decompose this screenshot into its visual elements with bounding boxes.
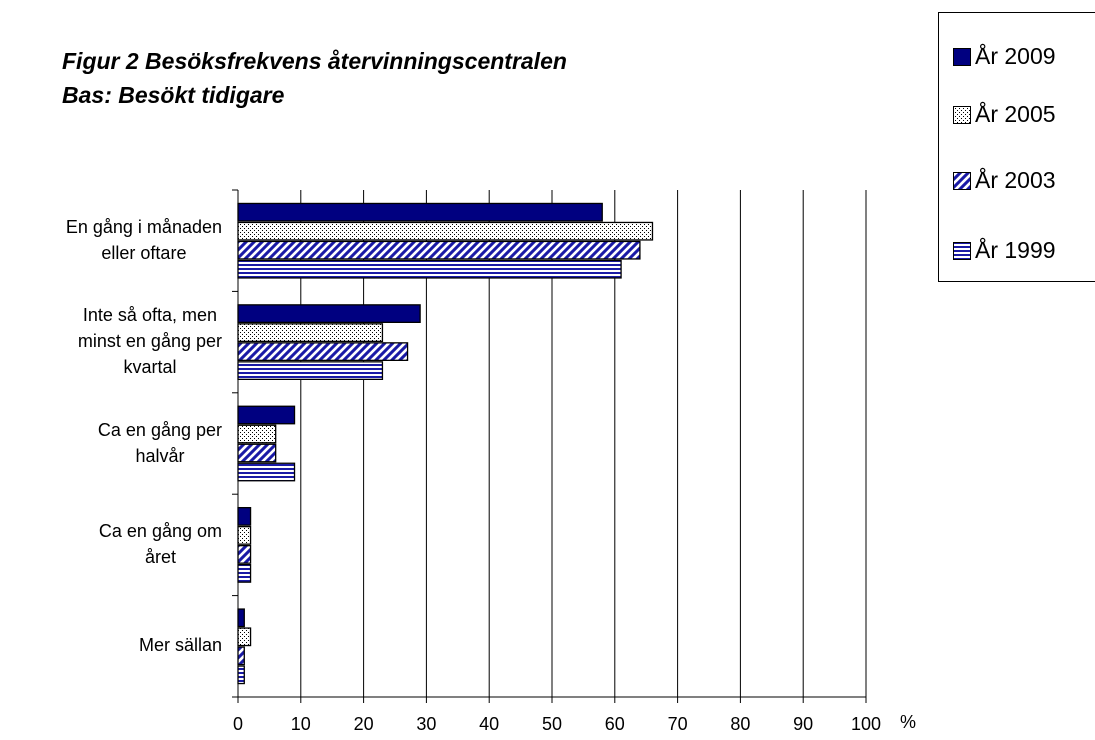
legend-item-2003: År 2003: [953, 167, 1056, 194]
category-label: Ca en gång om året: [99, 518, 222, 570]
legend-label-1999: År 1999: [975, 237, 1056, 263]
legend-item-2009: År 2009: [953, 43, 1056, 70]
legend-swatch-2009: [953, 47, 971, 66]
category-label: Ca en gång per halvår: [98, 417, 222, 469]
bar-år-1999-2: [237, 462, 296, 482]
category-label-line: året: [144, 546, 176, 567]
bar-år-1999-4: [237, 665, 245, 685]
x-tick-label: 50: [542, 714, 562, 734]
x-tick-label: 60: [605, 714, 625, 734]
bar-år-1999-1: [237, 361, 384, 381]
bar-år-2003-2: [237, 443, 277, 463]
bar-år-1999-3: [237, 564, 252, 583]
legend: År 2009 År 2005 År 2003 År 1999: [938, 12, 1095, 282]
legend-item-1999: År 1999: [953, 237, 1056, 264]
category-label-line: kvartal: [123, 357, 177, 378]
category-label-line: eller oftare: [101, 242, 187, 263]
bar-år-2009-4: [237, 608, 245, 628]
category-label-line: Ca en gång om: [98, 520, 222, 541]
legend-label-2005: År 2005: [975, 101, 1056, 127]
x-tick-labels: 0 10 20 30 40 50 60 70 80 90 100: [233, 714, 881, 734]
x-tick-label: 40: [479, 714, 499, 734]
category-label: Mer sällan: [139, 632, 222, 658]
bar-år-2005-0: [237, 221, 654, 241]
x-tick-label: 20: [354, 714, 374, 734]
bar-år-2009-2: [237, 405, 296, 425]
bar-år-2003-3: [237, 545, 252, 564]
x-tick-label: 80: [730, 714, 750, 734]
bar-år-2009-0: [237, 202, 603, 222]
legend-label-2003: År 2003: [975, 167, 1056, 193]
bar-år-2009-3: [237, 506, 252, 526]
category-label-line: minst en gång per: [77, 331, 222, 352]
category-label-line: Ca en gång per: [97, 419, 222, 440]
category-label-line: Mer sällan: [138, 635, 222, 656]
x-tick-label: 100: [851, 714, 881, 734]
bar-år-2003-0: [237, 240, 641, 260]
x-tick-label: 30: [416, 714, 436, 734]
x-tick-label: 10: [291, 714, 311, 734]
category-label: En gång i månaden eller oftare: [66, 214, 222, 266]
category-label-line: halvår: [135, 445, 185, 466]
legend-item-2005: År 2005: [953, 101, 1056, 128]
chart-title-block: Figur 2 Besöksfrekvens återvinningscentr…: [62, 44, 567, 112]
category-label-line: Inte så ofta, men: [82, 305, 217, 326]
legend-swatch-2005: [953, 105, 971, 124]
bar-år-1999-0: [237, 259, 622, 279]
legend-swatch-1999: [953, 241, 971, 260]
x-tick-label: 90: [793, 714, 813, 734]
chart-title: Figur 2 Besöksfrekvens återvinningscentr…: [62, 48, 567, 74]
bar-år-2005-4: [237, 627, 252, 647]
bar-år-2009-1: [237, 304, 421, 324]
bar-år-2003-1: [237, 342, 409, 362]
x-axis-unit-label: %: [900, 712, 916, 732]
axes: [232, 189, 867, 703]
bar-år-2005-3: [237, 526, 252, 545]
bar-år-2005-2: [237, 424, 277, 444]
x-tick-label: 70: [668, 714, 688, 734]
bar-år-2005-1: [237, 323, 384, 343]
chart-subtitle: Bas: Besökt tidigare: [62, 82, 285, 108]
legend-label-2009: År 2009: [975, 43, 1056, 69]
legend-swatch-2003: [953, 171, 971, 190]
bar-år-2003-4: [237, 646, 245, 666]
bars: [237, 202, 654, 685]
category-label-line: En gång i månaden: [65, 216, 222, 237]
x-tick-label: 0: [233, 714, 243, 734]
category-label: Inte så ofta, men minst en gång per kvarta…: [78, 302, 222, 380]
